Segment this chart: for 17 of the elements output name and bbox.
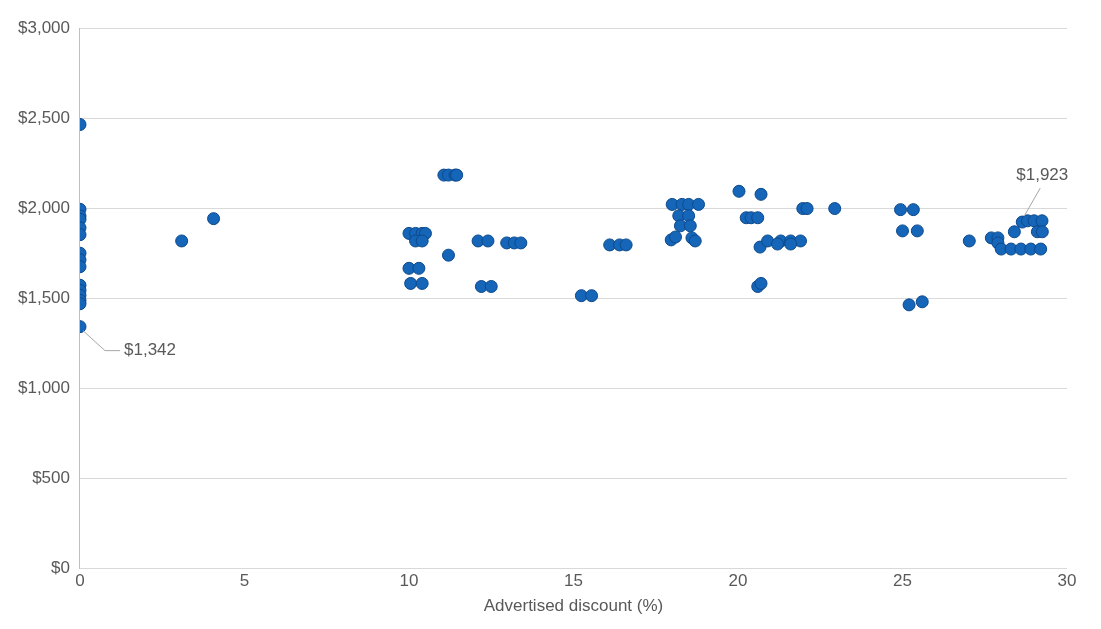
x-tick-label: 15 xyxy=(564,571,583,591)
x-tick-label: 20 xyxy=(728,571,748,591)
y-tick-label: $2,500 xyxy=(18,107,70,127)
x-tick-label: 0 xyxy=(75,571,85,591)
x-tick-label: 5 xyxy=(239,571,250,591)
y-tick-label: $3,000 xyxy=(18,17,70,37)
x-tick-label: 25 xyxy=(893,571,912,591)
y-tick-label: $1,500 xyxy=(18,287,70,307)
y-tick-label: $0 xyxy=(51,557,70,577)
annotation: $1,342 xyxy=(124,340,176,360)
annotation: $1,923 xyxy=(1016,165,1069,185)
y-tick-label: $500 xyxy=(32,467,70,487)
x-axis-title: Advertised discount (%) xyxy=(483,596,664,616)
y-tick-label: $1,000 xyxy=(18,377,70,397)
y-tick-label: $2,000 xyxy=(18,197,70,217)
x-tick-label: 10 xyxy=(399,571,419,591)
x-tick-label: 30 xyxy=(1057,571,1077,591)
